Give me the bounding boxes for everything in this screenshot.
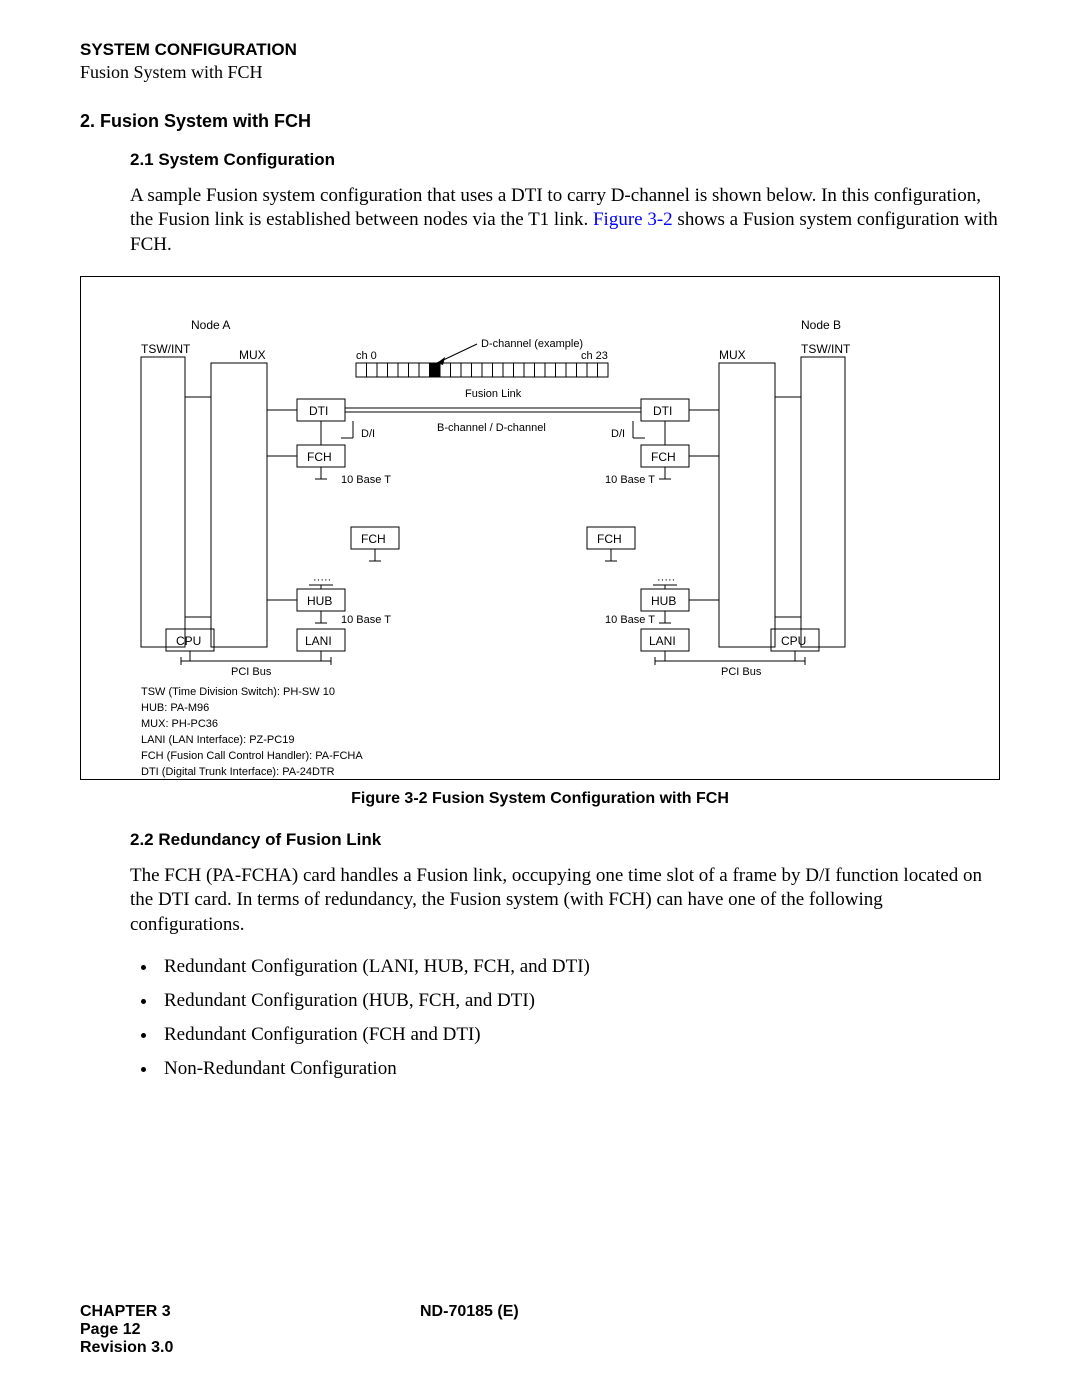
label-dots-b: ····· xyxy=(657,574,675,586)
label-10bt-a2: 10 Base T xyxy=(341,614,391,626)
legend-2: MUX: PH-PC36 xyxy=(141,718,218,730)
paragraph-2-1: A sample Fusion system configuration tha… xyxy=(130,184,1000,257)
footer-rev: Revision 3.0 xyxy=(80,1339,1000,1357)
label-pcibus-b: PCI Bus xyxy=(721,666,762,678)
channel-strip xyxy=(356,363,608,377)
legend-4: FCH (Fusion Call Control Handler): PA-FC… xyxy=(141,750,363,762)
label-mux-a: MUX xyxy=(239,348,266,362)
label-fch-b: FCH xyxy=(651,450,676,464)
label-dchannel: D-channel (example) xyxy=(481,338,583,350)
page-footer: CHAPTER 3 ND-70185 (E) Page 12 Revision … xyxy=(80,1303,1000,1357)
label-cpu-a: CPU xyxy=(176,634,201,648)
header-title: SYSTEM CONFIGURATION xyxy=(80,40,1000,60)
label-fusionlink: Fusion Link xyxy=(465,388,522,400)
footer-chapter: CHAPTER 3 xyxy=(80,1303,380,1321)
label-dti-a: DTI xyxy=(309,404,328,418)
page: SYSTEM CONFIGURATION Fusion System with … xyxy=(0,0,1080,1397)
label-ch0: ch 0 xyxy=(356,350,377,362)
label-10bt-b1: 10 Base T xyxy=(605,474,655,486)
legend-5: DTI (Digital Trunk Interface): PA-24DTR xyxy=(141,766,335,778)
label-mux-b: MUX xyxy=(719,348,746,362)
figure-caption: Figure 3-2 Fusion System Configuration w… xyxy=(80,790,1000,808)
box-tsw-a xyxy=(141,357,185,647)
label-10bt-b2: 10 Base T xyxy=(605,614,655,626)
box-mux-b xyxy=(719,363,775,647)
list-item: Redundant Configuration (LANI, HUB, FCH,… xyxy=(158,956,1000,978)
label-cpu-b: CPU xyxy=(781,634,806,648)
label-bdchan: B-channel / D-channel xyxy=(437,422,546,434)
figure-3-2-frame: Node A Node B TSW/INT MUX TSW/INT MUX xyxy=(80,276,1000,780)
footer-page: Page 12 xyxy=(80,1321,1000,1339)
section-heading: 2. Fusion System with FCH xyxy=(80,111,1000,132)
label-fch-a: FCH xyxy=(307,450,332,464)
label-fch2-a: FCH xyxy=(361,532,386,546)
label-node-a: Node A xyxy=(191,318,230,332)
legend-1: HUB: PA-M96 xyxy=(141,702,209,714)
label-10bt-a1: 10 Base T xyxy=(341,474,391,486)
label-node-b: Node B xyxy=(801,318,841,332)
label-dti-b: DTI xyxy=(653,404,672,418)
box-mux-a xyxy=(211,363,267,647)
label-tswint-a: TSW/INT xyxy=(141,342,191,356)
list-item: Redundant Configuration (HUB, FCH, and D… xyxy=(158,990,1000,1012)
paragraph-2-2: The FCH (PA-FCHA) card handles a Fusion … xyxy=(130,864,1000,937)
label-tswint-b: TSW/INT xyxy=(801,342,851,356)
figure-3-2-diagram: Node A Node B TSW/INT MUX TSW/INT MUX xyxy=(81,277,999,781)
box-tsw-b xyxy=(801,357,845,647)
bullet-list: Redundant Configuration (LANI, HUB, FCH,… xyxy=(130,956,1000,1080)
label-pcibus-a: PCI Bus xyxy=(231,666,272,678)
list-item: Redundant Configuration (FCH and DTI) xyxy=(158,1024,1000,1046)
subsection-2-1: 2.1 System Configuration xyxy=(130,150,1000,170)
label-lani-b: LANI xyxy=(649,634,676,648)
header-subtitle: Fusion System with FCH xyxy=(80,62,1000,83)
footer-doc: ND-70185 (E) xyxy=(380,1303,1000,1321)
label-ch23: ch 23 xyxy=(581,350,608,362)
label-hub-a: HUB xyxy=(307,594,332,608)
legend-3: LANI (LAN Interface): PZ-PC19 xyxy=(141,734,294,746)
label-di-b: D/I xyxy=(611,428,625,440)
label-dots-a: ····· xyxy=(313,574,331,586)
list-item: Non-Redundant Configuration xyxy=(158,1058,1000,1080)
label-fch2-b: FCH xyxy=(597,532,622,546)
label-hub-b: HUB xyxy=(651,594,676,608)
label-di-a: D/I xyxy=(361,428,375,440)
legend-0: TSW (Time Division Switch): PH-SW 10 xyxy=(141,686,335,698)
figure-link[interactable]: Figure 3-2 xyxy=(593,209,673,230)
label-lani-a: LANI xyxy=(305,634,332,648)
subsection-2-2: 2.2 Redundancy of Fusion Link xyxy=(130,830,1000,850)
